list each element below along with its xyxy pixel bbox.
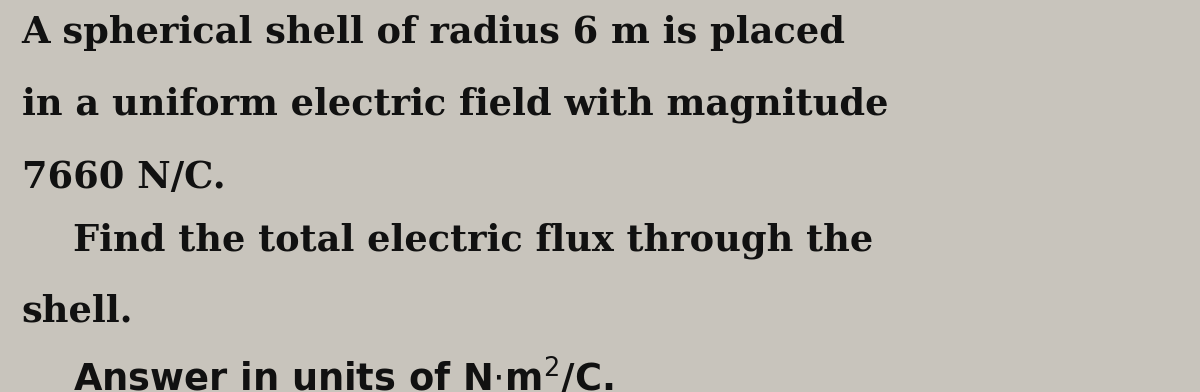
Text: Find the total electric flux through the: Find the total electric flux through the [22, 222, 872, 259]
Text: in a uniform electric field with magnitude: in a uniform electric field with magnitu… [22, 87, 888, 123]
Text: Answer in units of N$\cdot$m$^{2}$/C.: Answer in units of N$\cdot$m$^{2}$/C. [22, 357, 613, 392]
Text: A spherical shell of radius 6 m is placed: A spherical shell of radius 6 m is place… [22, 15, 846, 51]
Text: 7660 N/C.: 7660 N/C. [22, 160, 226, 196]
Text: shell.: shell. [22, 293, 133, 329]
